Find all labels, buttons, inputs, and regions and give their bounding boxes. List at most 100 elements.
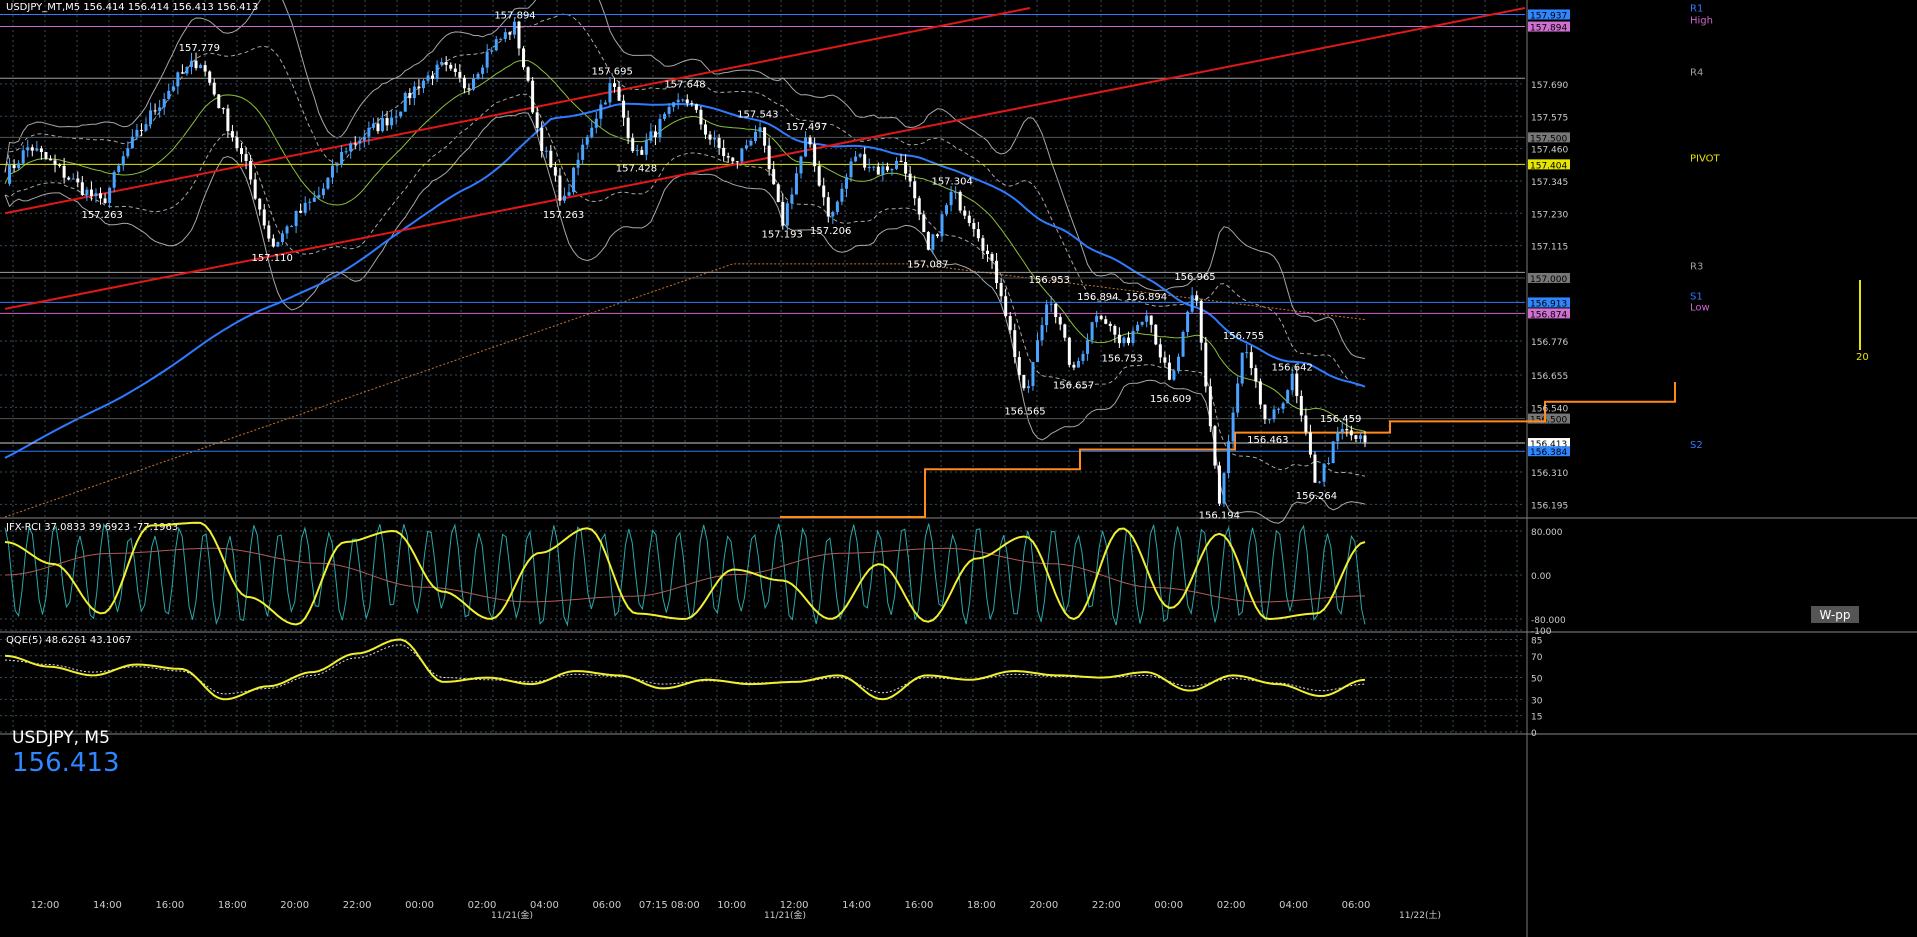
candle-body bbox=[1122, 337, 1126, 344]
candle-body bbox=[421, 80, 425, 89]
price-extreme-label: 156.755 bbox=[1223, 331, 1264, 342]
candle-body bbox=[258, 198, 262, 210]
x-tick-label: 04:00 bbox=[1279, 900, 1308, 911]
candle-body bbox=[976, 229, 980, 239]
candle-body bbox=[144, 124, 148, 131]
candles bbox=[8, 18, 1367, 508]
candle-body bbox=[708, 134, 712, 140]
candle-body bbox=[913, 181, 917, 199]
candle-body bbox=[117, 165, 121, 173]
chart-header: USDJPY_MT,M5 156.414 156.414 156.413 156… bbox=[6, 2, 258, 13]
candle-body bbox=[767, 145, 771, 170]
x-tick-label: 07:15 08:00 bbox=[639, 900, 700, 911]
price-extreme-label: 157.087 bbox=[907, 260, 948, 271]
candle-body bbox=[481, 67, 485, 74]
candle-body bbox=[1031, 362, 1035, 387]
band-line bbox=[4, 13, 1366, 388]
candle-body bbox=[1067, 337, 1071, 365]
candle-body bbox=[512, 21, 516, 35]
moving-averages bbox=[4, 59, 1366, 518]
candle-body bbox=[1258, 381, 1262, 405]
candle-body bbox=[35, 148, 39, 151]
candle-body bbox=[321, 188, 325, 196]
candle-body bbox=[180, 72, 184, 74]
candle-body bbox=[294, 210, 298, 227]
candle-body bbox=[76, 178, 80, 183]
candle-body bbox=[1095, 315, 1099, 323]
x-tick-label: 16:00 bbox=[905, 900, 934, 911]
level-label: Low bbox=[1690, 302, 1710, 313]
qqe-y-tick: 0 bbox=[1531, 729, 1537, 739]
candle-body bbox=[822, 185, 826, 198]
x-tick-label: 22:00 bbox=[343, 900, 372, 911]
price-tag bbox=[1528, 132, 1570, 143]
x-tick-label: 18:00 bbox=[218, 900, 247, 911]
candle-body bbox=[776, 184, 780, 203]
qqe-main-line bbox=[4, 638, 1366, 701]
candle-body bbox=[449, 64, 453, 69]
candle-body bbox=[1267, 419, 1271, 421]
candle-body bbox=[176, 72, 180, 87]
candle-body bbox=[208, 71, 212, 83]
candle-body bbox=[349, 143, 353, 152]
candle-body bbox=[831, 212, 835, 217]
rci-y-tick: -80.000 bbox=[1531, 616, 1566, 626]
y-tick-label: 157.690 bbox=[1531, 81, 1568, 91]
candle-body bbox=[217, 94, 221, 109]
candle-body bbox=[1008, 316, 1012, 331]
x-tick-label: 20:00 bbox=[1029, 900, 1058, 911]
rci-title: JFX-RCI 37.0833 39.6923 -77.1963 bbox=[5, 522, 178, 533]
date-label: 11/22(土) bbox=[1399, 909, 1441, 921]
candle-body bbox=[999, 282, 1003, 297]
candle-body bbox=[1227, 441, 1231, 474]
candle-body bbox=[285, 226, 289, 234]
candle-body bbox=[949, 191, 953, 206]
candle-body bbox=[135, 129, 139, 137]
y-tick-label: 156.655 bbox=[1531, 372, 1568, 382]
qqe-y-tick: 15 bbox=[1531, 713, 1542, 723]
candle-body bbox=[590, 127, 594, 137]
wpp-button[interactable] bbox=[1811, 606, 1859, 623]
candle-body bbox=[1281, 403, 1285, 409]
candle-body bbox=[817, 166, 821, 186]
time-axis: 12:00 14:00 16:00 18:00 20:00 22:00 00:00 02:00… bbox=[31, 900, 1441, 921]
candle-body bbox=[376, 123, 380, 132]
overlay-price: 156.413 bbox=[12, 748, 120, 778]
candle-body bbox=[149, 110, 153, 125]
candle-body bbox=[981, 238, 985, 251]
price-extreme-label: 156.642 bbox=[1271, 363, 1312, 374]
candle-body bbox=[612, 83, 616, 87]
candle-body bbox=[531, 80, 535, 113]
candle-body bbox=[1336, 432, 1340, 442]
candle-body bbox=[1318, 481, 1322, 483]
candle-body bbox=[940, 214, 944, 237]
qqe-title: QQE(5) 48.6261 43.1067 bbox=[6, 635, 131, 646]
candle-body bbox=[826, 197, 830, 217]
candle-body bbox=[221, 108, 225, 110]
candle-body bbox=[804, 137, 808, 157]
scale-marker-text: 20 bbox=[1856, 352, 1869, 363]
candle-body bbox=[617, 86, 621, 101]
candle-body bbox=[71, 178, 75, 180]
candle-body bbox=[663, 113, 667, 119]
candle-body bbox=[1090, 322, 1094, 341]
candle-body bbox=[303, 202, 307, 213]
candle-body bbox=[594, 118, 598, 128]
candle-body bbox=[1349, 430, 1353, 436]
candle-body bbox=[754, 131, 758, 141]
candle-body bbox=[1286, 390, 1290, 404]
price-extreme-label: 156.894 bbox=[1077, 292, 1118, 303]
candle-body bbox=[89, 189, 93, 197]
price-tag bbox=[1528, 9, 1570, 20]
price-extreme-label: 157.543 bbox=[737, 109, 778, 120]
price-tag-text: 157.500 bbox=[1530, 134, 1567, 144]
level-label: S2 bbox=[1690, 440, 1703, 451]
price-tag-text: 157.894 bbox=[1530, 24, 1567, 34]
candle-body bbox=[1345, 429, 1349, 431]
candle-body bbox=[435, 64, 439, 79]
level-label: S1 bbox=[1690, 291, 1703, 302]
candle-body bbox=[1204, 342, 1208, 387]
y-tick-label: 157.230 bbox=[1531, 210, 1568, 220]
level-label: R1 bbox=[1690, 3, 1703, 14]
